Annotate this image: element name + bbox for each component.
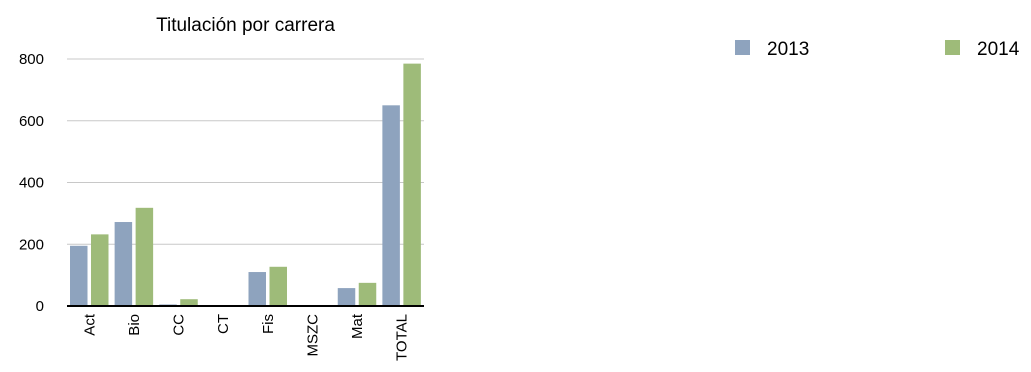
bar-2013-Mat	[337, 288, 356, 306]
x-tick-labels: Act Bio CC CT Fis MSZC Mat TOTAL	[81, 313, 410, 361]
bar-2014-CC	[180, 299, 198, 306]
bar-2013-Bio	[114, 222, 133, 306]
bar-2013-Act	[70, 245, 88, 306]
legend-swatch-2014	[945, 40, 960, 55]
y-tick-label: 400	[19, 175, 44, 192]
y-tick-label: 600	[19, 113, 44, 130]
x-tick-label: Mat	[349, 313, 366, 339]
y-tick-labels: 0 200 400 600 800	[19, 51, 44, 315]
legend: 2013 2014	[735, 39, 1020, 60]
gridlines	[67, 58, 424, 245]
chart-title: Titulación por carrera	[156, 15, 335, 36]
bar-2014-TOTAL	[403, 63, 421, 306]
y-tick-label: 200	[19, 236, 44, 253]
x-tick-label: Bio	[126, 314, 143, 336]
bar-2013-TOTAL	[382, 105, 400, 306]
legend-label: 2013	[767, 39, 809, 60]
bar-2013-Fis	[248, 272, 266, 306]
bar-2014-Bio	[135, 207, 154, 306]
x-tick-label: CC	[171, 314, 188, 336]
x-tick-label: CT	[215, 314, 232, 334]
y-tick-label: 0	[36, 298, 44, 315]
x-tick-label: TOTAL	[394, 314, 411, 361]
bar-2014-Act	[91, 234, 109, 306]
bar-2014-Mat	[358, 282, 377, 306]
x-tick-label: Fis	[260, 314, 277, 334]
legend-swatch-2013	[735, 40, 750, 55]
x-tick-label: Act	[81, 313, 98, 336]
x-tick-label: MSZC	[304, 314, 321, 357]
bars	[70, 63, 421, 306]
y-tick-label: 800	[19, 51, 44, 68]
bar-2014-Fis	[269, 266, 287, 306]
legend-label: 2014	[977, 39, 1020, 60]
